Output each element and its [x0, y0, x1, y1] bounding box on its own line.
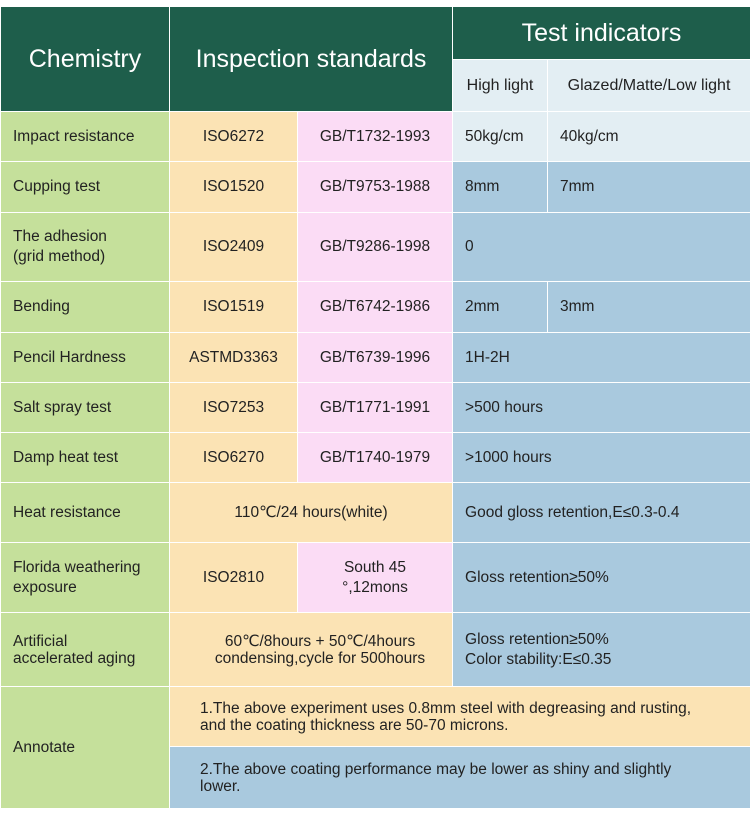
iso-standard: ISO2409: [169, 212, 298, 282]
value-combined: Gloss retention≥50%: [452, 542, 750, 613]
table-row: Artificial accelerated aging 60℃/8hours +…: [0, 612, 750, 687]
row-label: Heat resistance: [0, 482, 170, 543]
iso-standard: ISO1519: [169, 281, 298, 333]
header-inspection-standards: Inspection standards: [168, 6, 454, 112]
row-label: Impact resistance: [0, 111, 170, 162]
table-row: Pencil Hardness ASTMD3363 GB/T6739-1996 …: [0, 332, 750, 383]
row-label: Damp heat test: [0, 432, 170, 483]
note-2-line1: 2.The above coating performance may be l…: [200, 760, 672, 778]
value-glazed: 3mm: [547, 281, 750, 333]
row-label-line2: accelerated aging: [13, 649, 136, 667]
gb-standard: GB/T1771-1991: [296, 382, 454, 433]
value-combined: Good gloss retention,E≤0.3-0.4: [452, 482, 750, 543]
header-test-indicators: Test indicators: [452, 6, 750, 60]
table-row: Salt spray test ISO7253 GB/T1771-1991 >5…: [0, 382, 750, 433]
value-combined: 1H-2H: [452, 332, 750, 383]
row-label: Florida weathering exposure: [0, 542, 170, 613]
iso-standard: ISO7253: [169, 382, 298, 433]
table-row: Damp heat test ISO6270 GB/T1740-1979 >10…: [0, 432, 750, 483]
gb-standard: South 45 °,12mons: [296, 542, 454, 613]
gb-standard: GB/T9753-1988: [296, 161, 454, 213]
gb-standard: GB/T1740-1979: [296, 432, 454, 483]
table-row: Heat resistance 110℃/24 hours(white) Goo…: [0, 482, 750, 543]
annotate-row: 2.The above coating performance may be l…: [1, 746, 750, 809]
row-label-line1: Florida weathering: [13, 558, 141, 576]
iso-standard: ISO6270: [169, 432, 298, 483]
iso-standard: ISO2810: [169, 542, 298, 613]
value-line2: Color stability:E≤0.35: [465, 650, 612, 668]
value-combined: 0: [452, 212, 750, 282]
value-high-light: 50kg/cm: [452, 111, 549, 162]
header-row: Chemistry Inspection standards Test indi…: [0, 6, 750, 112]
row-label-line1: The adhesion: [13, 228, 107, 245]
row-label: The adhesion (grid method): [0, 212, 170, 282]
standard-line1: 60℃/8hours + 50℃/4hours: [224, 632, 416, 650]
note-1-line1: 1.The above experiment uses 0.8mm steel …: [200, 699, 692, 717]
header-chemistry: Chemistry: [0, 6, 170, 112]
value-glazed: 7mm: [547, 161, 750, 213]
subheader-glazed-matte: Glazed/Matte/Low light: [547, 59, 750, 112]
annotate-row: Annotate 1.The above experiment uses 0.8…: [0, 686, 750, 809]
row-label: Pencil Hardness: [0, 332, 170, 383]
annotate-note-1: 1.The above experiment uses 0.8mm steel …: [168, 686, 750, 747]
gb-standard: GB/T9286-1998: [296, 212, 454, 282]
table-row: Florida weathering exposure ISO2810 South…: [0, 542, 750, 613]
row-label-line1: Artificial: [13, 632, 68, 650]
iso-standard: ASTMD3363: [169, 332, 298, 383]
row-label: Artificial accelerated aging: [0, 612, 170, 687]
row-label-line2: exposure: [13, 578, 77, 596]
value-glazed: 40kg/cm: [547, 111, 750, 162]
table-row: Bending ISO1519 GB/T6742-1986 2mm 3mm: [0, 281, 750, 333]
value-high-light: 8mm: [452, 161, 549, 213]
gb-standard: GB/T1732-1993: [296, 111, 454, 162]
table-row: Cupping test ISO1520 GB/T9753-1988 8mm 7…: [0, 161, 750, 213]
table-row: The adhesion (grid method) ISO2409 GB/T92…: [0, 212, 750, 282]
row-label-line2: (grid method): [13, 248, 106, 265]
value-line1: Gloss retention≥50%: [465, 630, 609, 648]
table-row: Impact resistance ISO6272 GB/T1732-1993 …: [0, 111, 750, 162]
standard-combined: 110℃/24 hours(white): [168, 482, 454, 543]
subheader-high-light: High light: [452, 59, 549, 112]
row-label: Bending: [0, 281, 170, 333]
test-table: Chemistry Inspection standards Test indi…: [0, 6, 750, 809]
standard-combined: 60℃/8hours + 50℃/4hours condensing,cycle …: [168, 612, 454, 687]
row-label: Salt spray test: [0, 382, 170, 433]
gb-standard: GB/T6742-1986: [296, 281, 454, 333]
row-label: Cupping test: [0, 161, 170, 213]
iso-standard: ISO6272: [169, 111, 298, 162]
annotate-note-2: 2.The above coating performance may be l…: [168, 746, 750, 809]
value-combined: Gloss retention≥50% Color stability:E≤0.3…: [452, 612, 750, 687]
value-combined: >500 hours: [452, 382, 750, 433]
iso-standard: ISO1520: [169, 161, 298, 213]
standard-line2: condensing,cycle for 500hours: [214, 649, 426, 667]
gb-standard: GB/T6739-1996: [296, 332, 454, 383]
value-high-light: 2mm: [452, 281, 549, 333]
annotate-label: Annotate: [0, 686, 170, 809]
value-combined: >1000 hours: [452, 432, 750, 483]
note-2-line2: lower.: [200, 777, 241, 795]
note-1-line2: and the coating thickness are 50-70 micr…: [200, 716, 509, 734]
